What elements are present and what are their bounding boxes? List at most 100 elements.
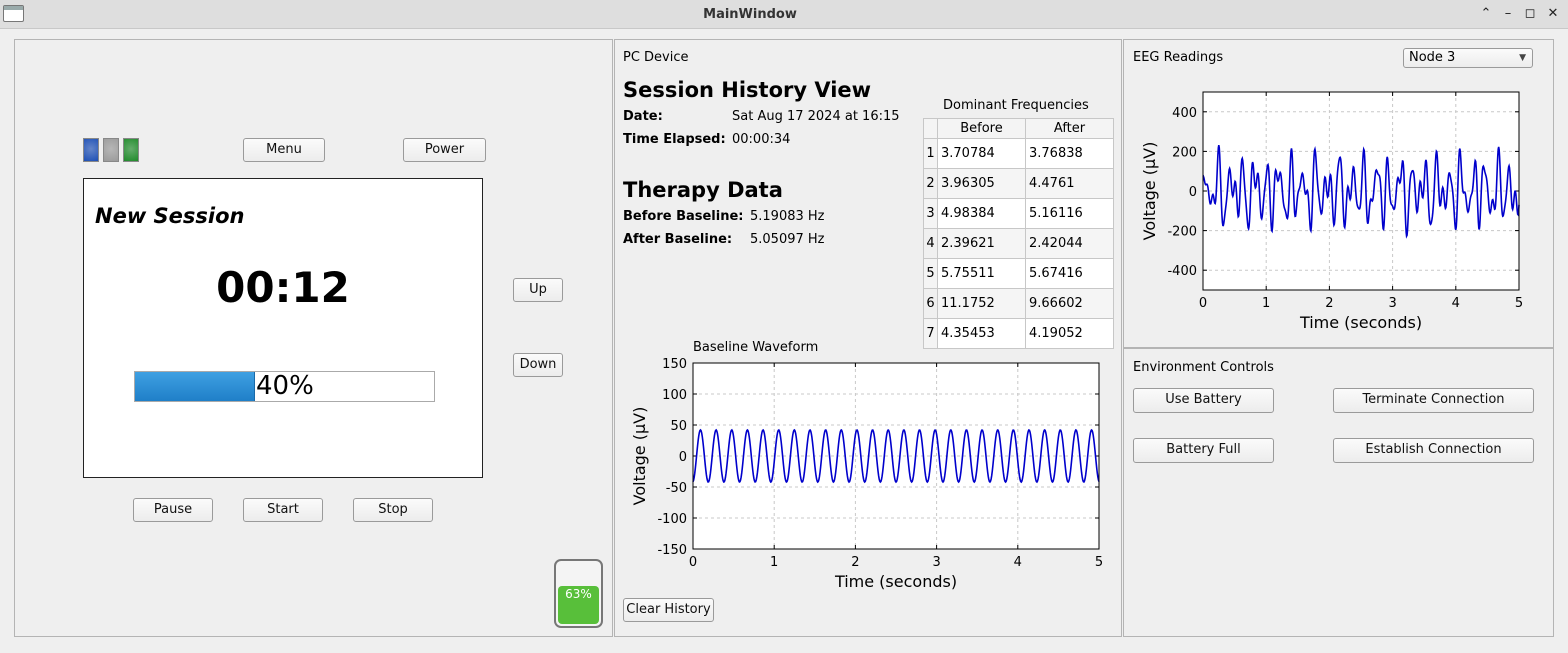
x-tick-label: 1 bbox=[770, 555, 778, 570]
node-select[interactable]: Node 3 ▼ bbox=[1403, 48, 1533, 68]
led-gray bbox=[103, 138, 119, 162]
after-cell[interactable]: 5.16116 bbox=[1026, 199, 1114, 229]
y-tick-label: 400 bbox=[1172, 106, 1197, 121]
use-battery-button[interactable]: Use Battery bbox=[1133, 388, 1274, 413]
before-cell[interactable]: 3.96305 bbox=[938, 169, 1026, 199]
after-cell[interactable]: 2.42044 bbox=[1026, 229, 1114, 259]
pc-section-label: PC Device bbox=[623, 50, 689, 65]
x-tick-label: 2 bbox=[851, 555, 859, 570]
table-row[interactable]: 3 4.98384 5.16116 bbox=[924, 199, 1114, 229]
x-axis-label: Time (seconds) bbox=[834, 572, 957, 591]
device-screen: New Session 00:12 40% bbox=[83, 178, 483, 478]
led-blue bbox=[83, 138, 99, 162]
before-cell[interactable]: 3.70784 bbox=[938, 139, 1026, 169]
table-row[interactable]: 1 3.70784 3.76838 bbox=[924, 139, 1114, 169]
y-tick-label: -200 bbox=[1167, 225, 1197, 240]
row-index: 5 bbox=[924, 259, 938, 289]
after-cell[interactable]: 5.67416 bbox=[1026, 259, 1114, 289]
start-button[interactable]: Start bbox=[243, 498, 323, 522]
y-tick-label: 0 bbox=[1189, 185, 1197, 200]
row-index: 6 bbox=[924, 289, 938, 319]
node-select-value: Node 3 bbox=[1409, 50, 1455, 65]
y-tick-label: 200 bbox=[1172, 145, 1197, 160]
after-cell[interactable]: 3.76838 bbox=[1026, 139, 1114, 169]
progress-text: 40% bbox=[256, 372, 314, 401]
x-tick-label: 1 bbox=[1262, 296, 1270, 311]
y-axis-label: Voltage (µV) bbox=[630, 407, 649, 506]
y-tick-label: -150 bbox=[657, 543, 687, 558]
after-baseline-value: 5.05097 Hz bbox=[750, 232, 825, 247]
col-header-after: After bbox=[1026, 119, 1114, 139]
elapsed-value: 00:00:34 bbox=[732, 132, 790, 147]
x-axis-label: Time (seconds) bbox=[1299, 313, 1422, 332]
x-tick-label: 0 bbox=[689, 555, 697, 570]
menu-button[interactable]: Menu bbox=[243, 138, 325, 162]
y-tick-label: 150 bbox=[662, 357, 687, 372]
y-axis-label: Voltage (µV) bbox=[1140, 142, 1159, 241]
row-index: 1 bbox=[924, 139, 938, 169]
battery-full-button[interactable]: Battery Full bbox=[1133, 438, 1274, 463]
pause-button[interactable]: Pause bbox=[133, 498, 213, 522]
table-row[interactable]: 6 11.1752 9.66602 bbox=[924, 289, 1114, 319]
chevron-down-icon: ▼ bbox=[1519, 49, 1526, 67]
x-tick-label: 4 bbox=[1014, 555, 1022, 570]
corner-cell bbox=[924, 119, 938, 139]
history-title: Session History View bbox=[623, 78, 871, 102]
led-green bbox=[123, 138, 139, 162]
stop-button[interactable]: Stop bbox=[353, 498, 433, 522]
window-title: MainWindow bbox=[0, 7, 1500, 22]
x-tick-label: 5 bbox=[1515, 296, 1523, 311]
x-tick-label: 3 bbox=[932, 555, 940, 570]
baseline-waveform-chart: 0 1 2 3 4 5150100500-50-100-150Time (seconds)… bbox=[623, 335, 1113, 595]
title-bar: MainWindow ⌃ – ◻ ✕ bbox=[0, 0, 1568, 29]
date-value: Sat Aug 17 2024 at 16:15 bbox=[732, 109, 900, 124]
y-tick-label: -100 bbox=[657, 512, 687, 527]
maximize-icon[interactable]: ◻ bbox=[1522, 6, 1538, 22]
x-tick-label: 3 bbox=[1388, 296, 1396, 311]
establish-connection-button[interactable]: Establish Connection bbox=[1333, 438, 1534, 463]
up-button[interactable]: Up bbox=[513, 278, 563, 302]
eeg-section-label: EEG Readings bbox=[1133, 50, 1223, 65]
before-cell[interactable]: 11.1752 bbox=[938, 289, 1026, 319]
battery-indicator: 63% bbox=[554, 559, 603, 628]
chart-title: Baseline Waveform bbox=[693, 340, 818, 355]
progress-fill bbox=[135, 372, 255, 401]
minimize-icon[interactable]: – bbox=[1500, 6, 1516, 22]
close-icon[interactable]: ✕ bbox=[1545, 6, 1561, 22]
session-progress-bar: 40% bbox=[134, 371, 435, 402]
table-row[interactable]: 2 3.96305 4.4761 bbox=[924, 169, 1114, 199]
screen-title: New Session bbox=[95, 204, 244, 228]
terminate-connection-button[interactable]: Terminate Connection bbox=[1333, 388, 1534, 413]
table-row[interactable]: 5 5.75511 5.67416 bbox=[924, 259, 1114, 289]
freq-table: Before After 1 3.70784 3.76838 2 3.96305 4.4… bbox=[923, 118, 1114, 349]
date-label: Date: bbox=[623, 109, 663, 124]
elapsed-label: Time Elapsed: bbox=[623, 132, 726, 147]
before-cell[interactable]: 5.75511 bbox=[938, 259, 1026, 289]
y-tick-label: 0 bbox=[679, 450, 687, 465]
row-index: 4 bbox=[924, 229, 938, 259]
after-cell[interactable]: 4.4761 bbox=[1026, 169, 1114, 199]
down-button[interactable]: Down bbox=[513, 353, 563, 377]
power-button[interactable]: Power bbox=[403, 138, 486, 162]
row-index: 3 bbox=[924, 199, 938, 229]
y-tick-label: -400 bbox=[1167, 264, 1197, 279]
y-tick-label: -50 bbox=[666, 481, 687, 496]
y-tick-label: 100 bbox=[662, 388, 687, 403]
shade-icon[interactable]: ⌃ bbox=[1478, 6, 1494, 22]
eeg-readings-chart: 0 1 2 3 4 5 400 200 0 -200 -400 Time (seconds) Volta… bbox=[1133, 80, 1548, 335]
therapy-title: Therapy Data bbox=[623, 178, 783, 202]
x-tick-label: 4 bbox=[1452, 296, 1460, 311]
session-timer: 00:12 bbox=[84, 263, 482, 312]
after-baseline-label: After Baseline: bbox=[623, 232, 732, 247]
battery-text: 63% bbox=[556, 587, 601, 601]
clear-history-button[interactable]: Clear History bbox=[623, 598, 714, 622]
before-cell[interactable]: 2.39621 bbox=[938, 229, 1026, 259]
before-cell[interactable]: 4.98384 bbox=[938, 199, 1026, 229]
col-header-before: Before bbox=[938, 119, 1026, 139]
environment-section-label: Environment Controls bbox=[1133, 360, 1274, 375]
before-baseline-value: 5.19083 Hz bbox=[750, 209, 825, 224]
after-cell[interactable]: 9.66602 bbox=[1026, 289, 1114, 319]
x-tick-label: 2 bbox=[1325, 296, 1333, 311]
before-baseline-label: Before Baseline: bbox=[623, 209, 744, 224]
table-row[interactable]: 4 2.39621 2.42044 bbox=[924, 229, 1114, 259]
